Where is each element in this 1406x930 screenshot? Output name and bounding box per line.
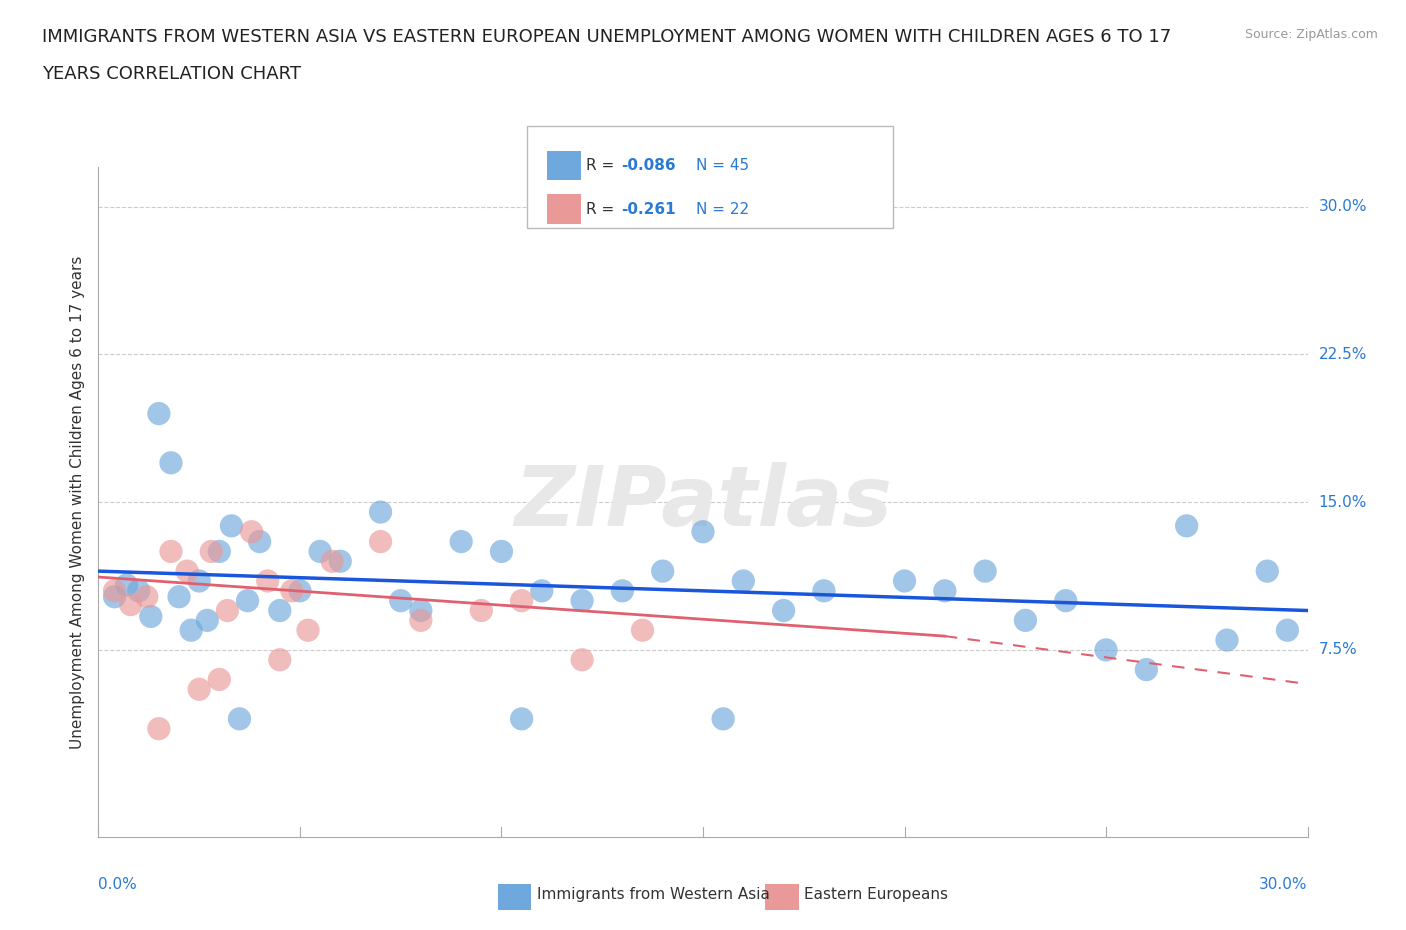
Text: IMMIGRANTS FROM WESTERN ASIA VS EASTERN EUROPEAN UNEMPLOYMENT AMONG WOMEN WITH C: IMMIGRANTS FROM WESTERN ASIA VS EASTERN … xyxy=(42,28,1171,46)
Text: R =: R = xyxy=(586,202,620,217)
Point xyxy=(711,711,734,726)
Point xyxy=(631,623,654,638)
Point xyxy=(612,583,634,598)
Point xyxy=(934,583,956,598)
Point xyxy=(288,583,311,598)
Point xyxy=(208,672,231,687)
Point xyxy=(491,544,513,559)
Text: Immigrants from Western Asia: Immigrants from Western Asia xyxy=(537,887,770,902)
Point xyxy=(120,597,142,612)
Text: 0.0%: 0.0% xyxy=(98,877,138,892)
Text: YEARS CORRELATION CHART: YEARS CORRELATION CHART xyxy=(42,65,301,83)
Point xyxy=(1135,662,1157,677)
Text: Eastern Europeans: Eastern Europeans xyxy=(804,887,948,902)
Point xyxy=(103,583,125,598)
Point xyxy=(269,652,291,667)
Point xyxy=(217,603,239,618)
Point xyxy=(188,574,211,589)
Point xyxy=(135,590,157,604)
Point xyxy=(160,456,183,471)
Point xyxy=(148,406,170,421)
Text: 15.0%: 15.0% xyxy=(1319,495,1367,510)
Text: 22.5%: 22.5% xyxy=(1319,347,1367,362)
Text: -0.086: -0.086 xyxy=(621,158,676,173)
Point xyxy=(208,544,231,559)
Point xyxy=(772,603,794,618)
Point xyxy=(813,583,835,598)
Point xyxy=(1014,613,1036,628)
Point xyxy=(974,564,997,578)
Point xyxy=(167,590,190,604)
Point xyxy=(370,505,392,520)
Point xyxy=(409,613,432,628)
Text: N = 45: N = 45 xyxy=(696,158,749,173)
Point xyxy=(1095,643,1118,658)
Point xyxy=(571,652,593,667)
Point xyxy=(1256,564,1278,578)
Point xyxy=(510,593,533,608)
Point xyxy=(370,534,392,549)
Point xyxy=(256,574,278,589)
Point xyxy=(692,525,714,539)
Text: N = 22: N = 22 xyxy=(696,202,749,217)
Point xyxy=(240,525,263,539)
Point xyxy=(733,574,755,589)
Point xyxy=(893,574,915,589)
Point xyxy=(450,534,472,549)
Point xyxy=(281,583,304,598)
Point xyxy=(148,722,170,737)
Point xyxy=(180,623,202,638)
Text: 30.0%: 30.0% xyxy=(1260,877,1308,892)
Point xyxy=(139,609,162,624)
Point xyxy=(309,544,332,559)
Point xyxy=(128,583,150,598)
Point xyxy=(1277,623,1299,638)
Point xyxy=(200,544,222,559)
Text: R =: R = xyxy=(586,158,620,173)
Point xyxy=(409,603,432,618)
Text: ZIPatlas: ZIPatlas xyxy=(515,461,891,543)
Point xyxy=(249,534,271,549)
Point xyxy=(510,711,533,726)
Text: 7.5%: 7.5% xyxy=(1319,643,1357,658)
Point xyxy=(389,593,412,608)
Point xyxy=(160,544,183,559)
Point xyxy=(115,578,138,592)
Point xyxy=(321,554,343,569)
Point xyxy=(236,593,259,608)
Point xyxy=(329,554,352,569)
Point xyxy=(1054,593,1077,608)
Point xyxy=(470,603,492,618)
Point xyxy=(176,564,198,578)
Point xyxy=(269,603,291,618)
Point xyxy=(221,518,243,533)
Point xyxy=(103,590,125,604)
Text: -0.261: -0.261 xyxy=(621,202,676,217)
Point xyxy=(297,623,319,638)
Text: Source: ZipAtlas.com: Source: ZipAtlas.com xyxy=(1244,28,1378,41)
Y-axis label: Unemployment Among Women with Children Ages 6 to 17 years: Unemployment Among Women with Children A… xyxy=(69,256,84,749)
Point xyxy=(530,583,553,598)
Point xyxy=(228,711,250,726)
Text: 30.0%: 30.0% xyxy=(1319,199,1367,214)
Point xyxy=(188,682,211,697)
Point xyxy=(1216,632,1239,647)
Point xyxy=(1175,518,1198,533)
Point xyxy=(651,564,673,578)
Point xyxy=(571,593,593,608)
Point xyxy=(195,613,218,628)
